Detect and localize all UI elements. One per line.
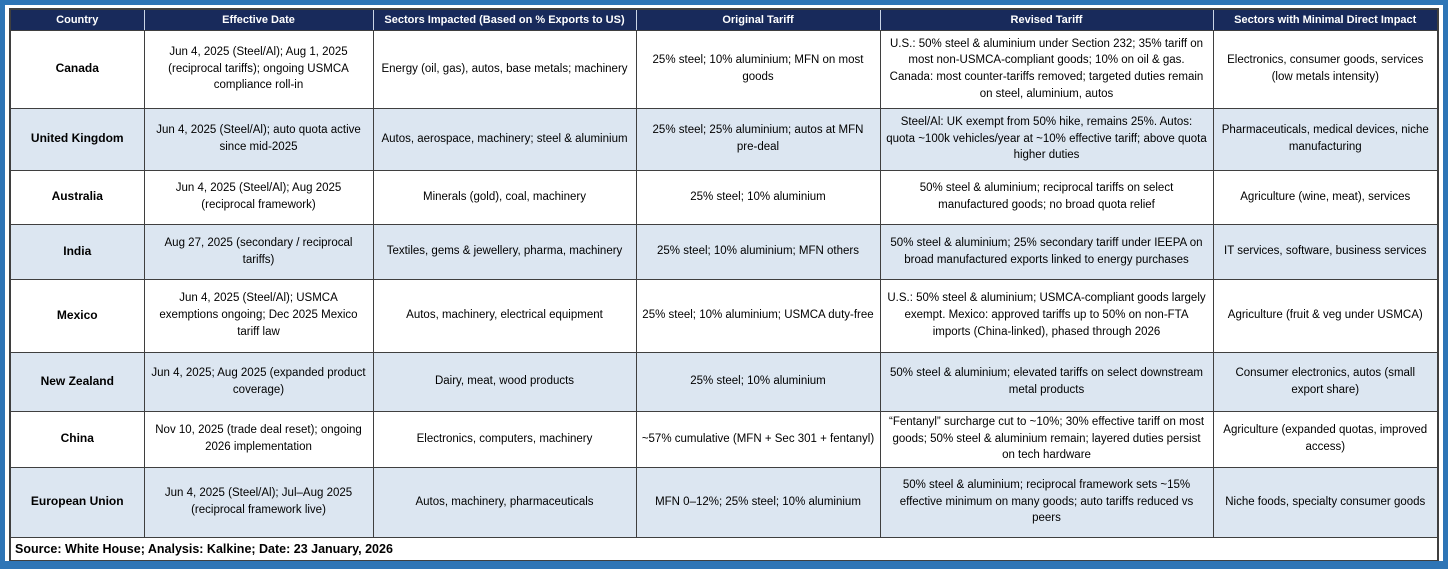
- revised-tariff-cell: Steel/Al: UK exempt from 50% hike, remai…: [879, 107, 1214, 171]
- revised-tariff-cell: 50% steel & aluminium; elevated tariffs …: [879, 351, 1214, 412]
- table-row-australia: Australia Jun 4, 2025 (Steel/Al); Aug 20…: [9, 169, 1439, 225]
- column-header-revised-tariff: Revised Tariff: [879, 8, 1214, 31]
- column-header-original-tariff: Original Tariff: [635, 8, 881, 31]
- sectors-impacted-cell: Autos, machinery, pharmaceuticals: [372, 466, 637, 538]
- minimal-impact-cell: Consumer electronics, autos (small expor…: [1212, 351, 1439, 412]
- revised-tariff-cell: 50% steel & aluminium; reciprocal tariff…: [879, 169, 1214, 225]
- table-row-european-union: European Union Jun 4, 2025 (Steel/Al); J…: [9, 466, 1439, 538]
- original-tariff-cell: ~57% cumulative (MFN + Sec 301 + fentany…: [635, 410, 881, 468]
- column-header-minimal-impact: Sectors with Minimal Direct Impact: [1212, 8, 1439, 31]
- column-header-effective-date: Effective Date: [143, 8, 374, 31]
- country-cell: New Zealand: [9, 351, 145, 412]
- table-row-united-kingdom: United Kingdom Jun 4, 2025 (Steel/Al); a…: [9, 107, 1439, 171]
- source-row: Source: White House; Analysis: Kalkine; …: [9, 536, 1439, 561]
- effective-date-cell: Jun 4, 2025; Aug 2025 (expanded product …: [143, 351, 374, 412]
- country-cell: Canada: [9, 29, 145, 109]
- sectors-impacted-cell: Electronics, computers, machinery: [372, 410, 637, 468]
- original-tariff-cell: MFN 0–12%; 25% steel; 10% aluminium: [635, 466, 881, 538]
- revised-tariff-cell: U.S.: 50% steel & aluminium; USMCA-compl…: [879, 278, 1214, 353]
- minimal-impact-cell: Pharmaceuticals, medical devices, niche …: [1212, 107, 1439, 171]
- minimal-impact-cell: Agriculture (fruit & veg under USMCA): [1212, 278, 1439, 353]
- minimal-impact-cell: IT services, software, business services: [1212, 223, 1439, 280]
- effective-date-cell: Aug 27, 2025 (secondary / reciprocal tar…: [143, 223, 374, 280]
- sectors-impacted-cell: Energy (oil, gas), autos, base metals; m…: [372, 29, 637, 109]
- country-cell: China: [9, 410, 145, 468]
- table-row-china: China Nov 10, 2025 (trade deal reset); o…: [9, 410, 1439, 468]
- country-cell: Australia: [9, 169, 145, 225]
- country-cell: United Kingdom: [9, 107, 145, 171]
- revised-tariff-cell: U.S.: 50% steel & aluminium under Sectio…: [879, 29, 1214, 109]
- source-note: Source: White House; Analysis: Kalkine; …: [9, 536, 1439, 561]
- original-tariff-cell: 25% steel; 10% aluminium; MFN on most go…: [635, 29, 881, 109]
- effective-date-cell: Nov 10, 2025 (trade deal reset); ongoing…: [143, 410, 374, 468]
- original-tariff-cell: 25% steel; 10% aluminium; USMCA duty-fre…: [635, 278, 881, 353]
- original-tariff-cell: 25% steel; 10% aluminium; MFN others: [635, 223, 881, 280]
- revised-tariff-cell: 50% steel & aluminium; reciprocal framew…: [879, 466, 1214, 538]
- effective-date-cell: Jun 4, 2025 (Steel/Al); Jul–Aug 2025 (re…: [143, 466, 374, 538]
- country-cell: India: [9, 223, 145, 280]
- minimal-impact-cell: Niche foods, specialty consumer goods: [1212, 466, 1439, 538]
- country-cell: European Union: [9, 466, 145, 538]
- minimal-impact-cell: Electronics, consumer goods, services (l…: [1212, 29, 1439, 109]
- minimal-impact-cell: Agriculture (wine, meat), services: [1212, 169, 1439, 225]
- effective-date-cell: Jun 4, 2025 (Steel/Al); auto quota activ…: [143, 107, 374, 171]
- country-cell: Mexico: [9, 278, 145, 353]
- sectors-impacted-cell: Textiles, gems & jewellery, pharma, mach…: [372, 223, 637, 280]
- column-header-country: Country: [9, 8, 145, 31]
- original-tariff-cell: 25% steel; 10% aluminium: [635, 169, 881, 225]
- effective-date-cell: Jun 4, 2025 (Steel/Al); USMCA exemptions…: [143, 278, 374, 353]
- effective-date-cell: Jun 4, 2025 (Steel/Al); Aug 2025 (recipr…: [143, 169, 374, 225]
- minimal-impact-cell: Agriculture (expanded quotas, improved a…: [1212, 410, 1439, 468]
- sectors-impacted-cell: Minerals (gold), coal, machinery: [372, 169, 637, 225]
- table-row-mexico: Mexico Jun 4, 2025 (Steel/Al); USMCA exe…: [9, 278, 1439, 353]
- sectors-impacted-cell: Autos, machinery, electrical equipment: [372, 278, 637, 353]
- original-tariff-cell: 25% steel; 25% aluminium; autos at MFN p…: [635, 107, 881, 171]
- sectors-impacted-cell: Dairy, meat, wood products: [372, 351, 637, 412]
- sectors-impacted-cell: Autos, aerospace, machinery; steel & alu…: [372, 107, 637, 171]
- table-row-india: India Aug 27, 2025 (secondary / reciproc…: [9, 223, 1439, 280]
- original-tariff-cell: 25% steel; 10% aluminium: [635, 351, 881, 412]
- revised-tariff-cell: “Fentanyl” surcharge cut to ~10%; 30% ef…: [879, 410, 1214, 468]
- table-row-new-zealand: New Zealand Jun 4, 2025; Aug 2025 (expan…: [9, 351, 1439, 412]
- effective-date-cell: Jun 4, 2025 (Steel/Al); Aug 1, 2025 (rec…: [143, 29, 374, 109]
- revised-tariff-cell: 50% steel & aluminium; 25% secondary tar…: [879, 223, 1214, 280]
- column-header-sectors-impacted: Sectors Impacted (Based on % Exports to …: [372, 8, 637, 31]
- table-row-canada: Canada Jun 4, 2025 (Steel/Al); Aug 1, 20…: [9, 29, 1439, 109]
- header-row: Country Effective Date Sectors Impacted …: [9, 8, 1439, 31]
- tariff-comparison-table: Country Effective Date Sectors Impacted …: [9, 8, 1439, 561]
